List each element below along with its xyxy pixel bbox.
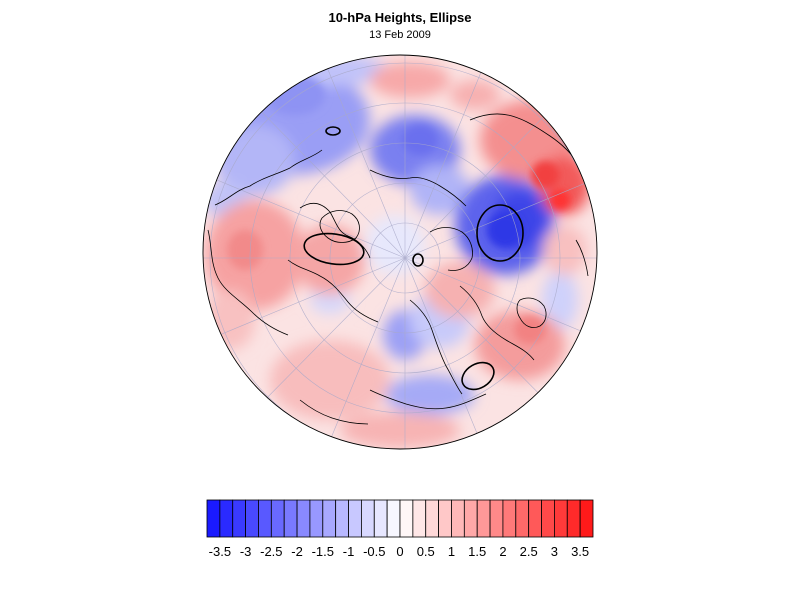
anomaly-detail bbox=[227, 75, 570, 344]
colorbar-box bbox=[451, 499, 465, 538]
colorbar-box bbox=[399, 499, 414, 538]
colorbar-box bbox=[541, 499, 555, 538]
colorbar-box bbox=[232, 499, 246, 538]
colorbar-tick-label: -2 bbox=[291, 544, 303, 559]
vortex-ellipse-2 bbox=[476, 204, 524, 262]
colorbar-box bbox=[554, 499, 568, 538]
colorbar-tick-label: 3.5 bbox=[571, 544, 589, 559]
colorbar-box bbox=[412, 499, 427, 538]
colorbar-box bbox=[206, 499, 221, 538]
colorbar-tick-label: 0.5 bbox=[417, 544, 435, 559]
colorbar-tick-label: 1.5 bbox=[468, 544, 486, 559]
colorbar-box bbox=[515, 499, 530, 538]
colorbar-tick-label: -1.5 bbox=[312, 544, 334, 559]
map-border bbox=[202, 54, 598, 450]
colorbar-ticks: -3.5 -3 -2.5 -2 -1.5 -1 -0.5 0 0.5 1 1.5 2 2.5 3 3.5 bbox=[209, 544, 590, 559]
colorbar-box bbox=[476, 499, 491, 538]
colorbar-tick-label: -2.5 bbox=[260, 544, 282, 559]
colorbar-box bbox=[322, 499, 337, 538]
vortex-ellipse-1 bbox=[303, 232, 365, 266]
colorbar-box bbox=[360, 499, 375, 538]
colorbar-box bbox=[296, 499, 311, 538]
colorbar-box bbox=[373, 499, 388, 538]
colorbar-box bbox=[463, 499, 478, 538]
colorbar-box bbox=[270, 499, 285, 538]
colorbar-box bbox=[348, 499, 362, 538]
vortex-ellipse-5 bbox=[325, 126, 341, 136]
colorbar-box bbox=[528, 499, 542, 538]
colorbar-tick-label: -0.5 bbox=[363, 544, 385, 559]
colorbar-box bbox=[245, 499, 259, 538]
vortex-ellipses bbox=[303, 126, 524, 391]
colorbar-tick-label: 3 bbox=[551, 544, 558, 559]
colorbar-boxes bbox=[206, 499, 594, 538]
colorbar-box bbox=[258, 499, 272, 538]
colorbar-box bbox=[425, 499, 440, 538]
figure-date: 13 Feb 2009 bbox=[369, 29, 431, 41]
vortex-ellipse-4 bbox=[412, 253, 424, 267]
colorbar-box bbox=[438, 499, 452, 538]
colorbar-tick-label: -1 bbox=[343, 544, 355, 559]
colorbar-box bbox=[283, 499, 298, 538]
figure-title: 10-hPa Heights, Ellipse bbox=[328, 10, 472, 25]
colorbar-box bbox=[489, 499, 504, 538]
colorbar-box bbox=[566, 499, 581, 538]
colorbar-tick-label: 1 bbox=[448, 544, 455, 559]
colorbar-box bbox=[309, 499, 324, 538]
colorbar-tick-label: -3 bbox=[240, 544, 252, 559]
colorbar-box bbox=[502, 499, 517, 538]
anomaly-field bbox=[203, 55, 597, 449]
colorbar-tick-label: 2.5 bbox=[520, 544, 538, 559]
coastlines bbox=[207, 113, 589, 425]
colorbar-box bbox=[335, 499, 349, 538]
colorbar-box bbox=[386, 499, 401, 538]
colorbar-box bbox=[579, 499, 594, 538]
colorbar-tick-label: -3.5 bbox=[209, 544, 231, 559]
colorbar-tick-label: 2 bbox=[499, 544, 506, 559]
colorbar-tick-label: 0 bbox=[396, 544, 403, 559]
vortex-ellipse-3 bbox=[461, 361, 495, 391]
colorbar-box bbox=[219, 499, 234, 538]
